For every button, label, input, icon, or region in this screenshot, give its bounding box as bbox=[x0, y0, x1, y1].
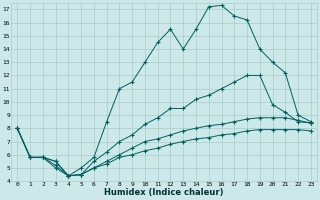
X-axis label: Humidex (Indice chaleur): Humidex (Indice chaleur) bbox=[104, 188, 224, 197]
